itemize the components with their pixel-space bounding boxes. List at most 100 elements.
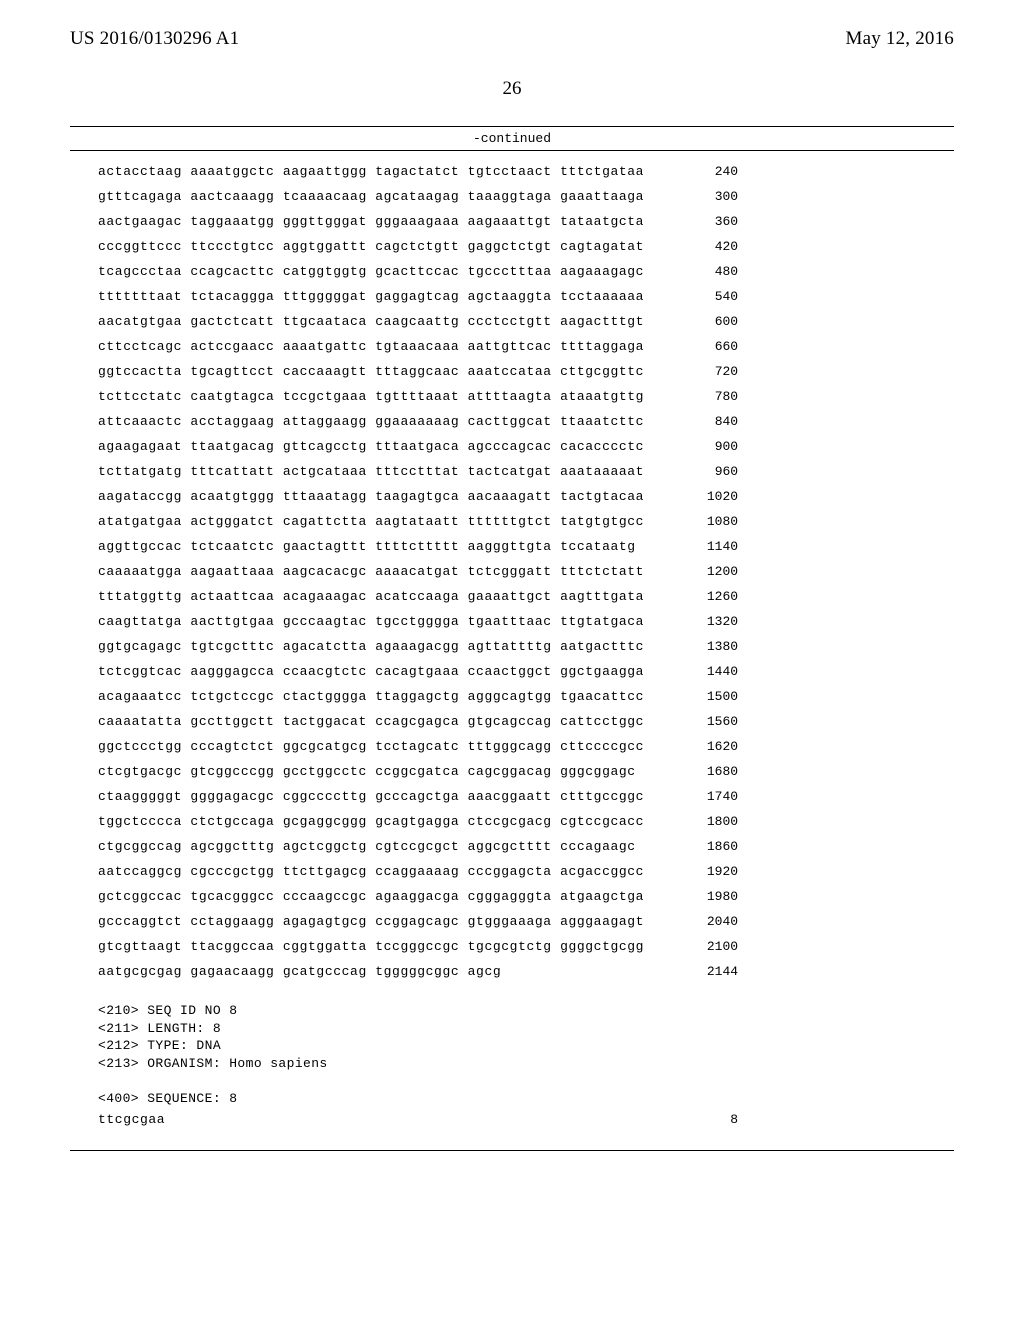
sequence-text: aactgaagac taggaaatgg gggttgggat gggaaag… <box>98 215 644 228</box>
sequence-tail: ttcgcgaa 8 <box>70 1107 954 1146</box>
sequence-position: 300 <box>674 190 738 203</box>
sequence-line: aatccaggcg cgcccgctgg ttcttgagcg ccaggaa… <box>98 865 954 878</box>
sequence-text: aatccaggcg cgcccgctgg ttcttgagcg ccaggaa… <box>98 865 644 878</box>
sequence-line: tttttttaat tctacaggga tttgggggat gaggagt… <box>98 290 954 303</box>
sequence-text: aatgcgcgag gagaacaagg gcatgcccag tgggggc… <box>98 965 644 978</box>
sequence-line: tcttatgatg tttcattatt actgcataaa tttcctt… <box>98 465 954 478</box>
sequence-line: ctgcggccag agcggctttg agctcggctg cgtccgc… <box>98 840 954 853</box>
sequence-block: actacctaag aaaatggctc aagaattggg tagacta… <box>70 151 954 998</box>
sequence-line: tcagccctaa ccagcacttc catggtggtg gcacttc… <box>98 265 954 278</box>
sequence-text: caaaaatgga aagaattaaa aagcacacgc aaaacat… <box>98 565 644 578</box>
sequence-position: 2100 <box>674 940 738 953</box>
sequence-text: aggttgccac tctcaatctc gaactagttt ttttctt… <box>98 540 644 553</box>
sequence-line: ctaagggggt ggggagacgc cggccccttg gcccagc… <box>98 790 954 803</box>
sequence-position: 1620 <box>674 740 738 753</box>
sequence-line: ctcgtgacgc gtcggcccgg gcctggcctc ccggcga… <box>98 765 954 778</box>
sequence-line: acagaaatcc tctgctccgc ctactgggga ttaggag… <box>98 690 954 703</box>
sequence-text: tttatggttg actaattcaa acagaaagac acatcca… <box>98 590 644 603</box>
sequence-position: 480 <box>674 265 738 278</box>
sequence-line: aatgcgcgag gagaacaagg gcatgcccag tgggggc… <box>98 965 954 978</box>
sequence-line: gcccaggtct cctaggaagg agagagtgcg ccggagc… <box>98 915 954 928</box>
sequence-line: tttatggttg actaattcaa acagaaagac acatcca… <box>98 590 954 603</box>
sequence-line: caaaaatgga aagaattaaa aagcacacgc aaaacat… <box>98 565 954 578</box>
sequence-position: 720 <box>674 365 738 378</box>
sequence-position: 1560 <box>674 715 738 728</box>
sequence-position: 1980 <box>674 890 738 903</box>
sequence-line: ttcgcgaa 8 <box>98 1113 954 1126</box>
rule-end <box>70 1150 954 1151</box>
sequence-text: ttcgcgaa <box>98 1113 644 1126</box>
sequence-position: 840 <box>674 415 738 428</box>
sequence-line: attcaaactc acctaggaag attaggaagg ggaaaaa… <box>98 415 954 428</box>
sequence-line: tcttcctatc caatgtagca tccgctgaaa tgtttta… <box>98 390 954 403</box>
sequence-line: agaagagaat ttaatgacag gttcagcctg tttaatg… <box>98 440 954 453</box>
sequence-line: aagataccgg acaatgtggg tttaaatagg taagagt… <box>98 490 954 503</box>
sequence-position: 240 <box>674 165 738 178</box>
sequence-text: gtcgttaagt ttacggccaa cggtggatta tccgggc… <box>98 940 644 953</box>
sequence-line: cttcctcagc actccgaacc aaaatgattc tgtaaac… <box>98 340 954 353</box>
sequence-position: 2144 <box>674 965 738 978</box>
sequence-position: 900 <box>674 440 738 453</box>
header-row: US 2016/0130296 A1 May 12, 2016 <box>70 28 954 50</box>
sequence-text: attcaaactc acctaggaag attaggaagg ggaaaaa… <box>98 415 644 428</box>
sequence-text: caaaatatta gccttggctt tactggacat ccagcga… <box>98 715 644 728</box>
sequence-position: 360 <box>674 215 738 228</box>
sequence-position: 1380 <box>674 640 738 653</box>
sequence-line: gctcggccac tgcacgggcc cccaagccgc agaagga… <box>98 890 954 903</box>
sequence-text: ctaagggggt ggggagacgc cggccccttg gcccagc… <box>98 790 644 803</box>
sequence-line: tctcggtcac aagggagcca ccaacgtctc cacagtg… <box>98 665 954 678</box>
sequence-line: gtttcagaga aactcaaagg tcaaaacaag agcataa… <box>98 190 954 203</box>
sequence-position: 780 <box>674 390 738 403</box>
publication-number: US 2016/0130296 A1 <box>70 28 239 50</box>
sequence-line: caagttatga aacttgtgaa gcccaagtac tgcctgg… <box>98 615 954 628</box>
sequence-position: 1260 <box>674 590 738 603</box>
sequence-text: tctcggtcac aagggagcca ccaacgtctc cacagtg… <box>98 665 644 678</box>
sequence-position: 1920 <box>674 865 738 878</box>
sequence-text: ggctccctgg cccagtctct ggcgcatgcg tcctagc… <box>98 740 644 753</box>
sequence-position: 1080 <box>674 515 738 528</box>
sequence-position: 2040 <box>674 915 738 928</box>
sequence-line: atatgatgaa actgggatct cagattctta aagtata… <box>98 515 954 528</box>
sequence-position: 1320 <box>674 615 738 628</box>
sequence-position: 960 <box>674 465 738 478</box>
sequence-line: ggtgcagagc tgtcgctttc agacatctta agaaaga… <box>98 640 954 653</box>
sequence-position: 660 <box>674 340 738 353</box>
sequence-text: tcttcctatc caatgtagca tccgctgaaa tgtttta… <box>98 390 644 403</box>
sequence-text: atatgatgaa actgggatct cagattctta aagtata… <box>98 515 644 528</box>
sequence-position: 1500 <box>674 690 738 703</box>
sequence-line: aacatgtgaa gactctcatt ttgcaataca caagcaa… <box>98 315 954 328</box>
sequence-text: ctgcggccag agcggctttg agctcggctg cgtccgc… <box>98 840 644 853</box>
sequence-text: caagttatga aacttgtgaa gcccaagtac tgcctgg… <box>98 615 644 628</box>
page: US 2016/0130296 A1 May 12, 2016 26 -cont… <box>0 0 1024 1201</box>
sequence-text: gcccaggtct cctaggaagg agagagtgcg ccggagc… <box>98 915 644 928</box>
sequence-text: tcagccctaa ccagcacttc catggtggtg gcacttc… <box>98 265 644 278</box>
sequence-text: tttttttaat tctacaggga tttgggggat gaggagt… <box>98 290 644 303</box>
sequence-line: cccggttccc ttccctgtcc aggtggattt cagctct… <box>98 240 954 253</box>
sequence-line: aggttgccac tctcaatctc gaactagttt ttttctt… <box>98 540 954 553</box>
sequence-metadata: <210> SEQ ID NO 8 <211> LENGTH: 8 <212> … <box>70 998 954 1107</box>
sequence-line: aactgaagac taggaaatgg gggttgggat gggaaag… <box>98 215 954 228</box>
sequence-position: 1800 <box>674 815 738 828</box>
sequence-position: 540 <box>674 290 738 303</box>
sequence-position: 8 <box>674 1113 738 1126</box>
continued-label: -continued <box>70 127 954 150</box>
sequence-text: acagaaatcc tctgctccgc ctactgggga ttaggag… <box>98 690 644 703</box>
sequence-text: actacctaag aaaatggctc aagaattggg tagacta… <box>98 165 644 178</box>
sequence-position: 420 <box>674 240 738 253</box>
publication-date: May 12, 2016 <box>846 28 954 50</box>
sequence-text: gctcggccac tgcacgggcc cccaagccgc agaagga… <box>98 890 644 903</box>
sequence-position: 1020 <box>674 490 738 503</box>
sequence-position: 1680 <box>674 765 738 778</box>
sequence-text: ggtccactta tgcagttcct caccaaagtt tttaggc… <box>98 365 644 378</box>
sequence-position: 1200 <box>674 565 738 578</box>
sequence-position: 1440 <box>674 665 738 678</box>
sequence-text: ggtgcagagc tgtcgctttc agacatctta agaaaga… <box>98 640 644 653</box>
sequence-line: tggctcccca ctctgccaga gcgaggcggg gcagtga… <box>98 815 954 828</box>
sequence-text: tcttatgatg tttcattatt actgcataaa tttcctt… <box>98 465 644 478</box>
sequence-text: gtttcagaga aactcaaagg tcaaaacaag agcataa… <box>98 190 644 203</box>
sequence-text: aacatgtgaa gactctcatt ttgcaataca caagcaa… <box>98 315 644 328</box>
sequence-line: caaaatatta gccttggctt tactggacat ccagcga… <box>98 715 954 728</box>
sequence-position: 1740 <box>674 790 738 803</box>
sequence-position: 600 <box>674 315 738 328</box>
sequence-text: agaagagaat ttaatgacag gttcagcctg tttaatg… <box>98 440 644 453</box>
